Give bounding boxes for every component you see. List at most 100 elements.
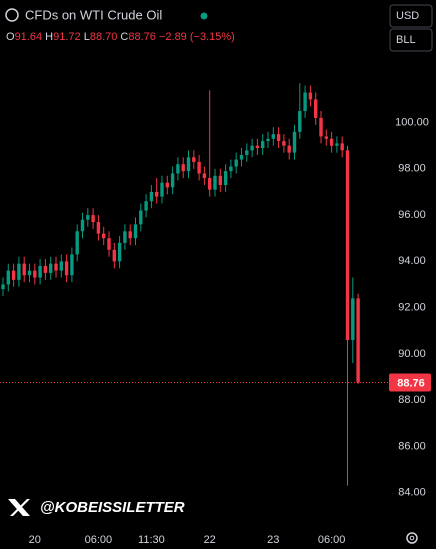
candle-body <box>112 249 116 262</box>
candle-body <box>287 145 291 153</box>
candle-body <box>49 263 53 273</box>
candle-body <box>261 141 265 149</box>
candle-body <box>239 154 244 160</box>
currency-label[interactable]: USD <box>396 10 419 22</box>
last-price-box <box>389 373 431 392</box>
candle-body <box>6 270 10 285</box>
candle-body <box>11 270 16 280</box>
candle-body <box>54 263 58 271</box>
y-tick-label: 88.00 <box>398 394 426 406</box>
gear-center[interactable] <box>409 535 415 541</box>
candle-body <box>96 222 101 234</box>
candle-body <box>160 182 164 197</box>
candle-body <box>133 224 138 239</box>
unit-button[interactable] <box>389 28 433 52</box>
candle-body <box>292 131 297 153</box>
candle-body <box>128 231 132 239</box>
x-tick-label: 20 <box>29 534 41 546</box>
candle-body <box>234 159 238 167</box>
candle-body <box>245 150 249 155</box>
candle-body <box>229 166 233 172</box>
candle-body <box>223 171 228 186</box>
candle-body <box>165 182 169 188</box>
y-tick-label: 96.00 <box>398 209 426 221</box>
x-tick-label: 11:30 <box>138 534 165 546</box>
y-tick-label: 84.00 <box>398 487 426 499</box>
candle-body <box>186 157 191 172</box>
candle-body <box>208 178 212 190</box>
last-price-label: 88.76 <box>397 377 425 389</box>
candle-body <box>170 173 175 188</box>
status-dot <box>200 12 208 20</box>
y-tick-label: 94.00 <box>398 255 426 267</box>
candle-body <box>351 298 355 340</box>
candle-body <box>59 261 63 271</box>
candle-body <box>197 161 201 174</box>
ohlc-value: 91.64 <box>15 31 43 43</box>
symbol-title: CFDs on WTI Crude Oil <box>25 7 162 22</box>
x-tick-label: 23 <box>267 534 279 546</box>
ohlc-key: C <box>120 31 128 43</box>
y-tick-label: 90.00 <box>398 348 426 360</box>
candle-body <box>117 242 122 262</box>
candle-body <box>43 265 48 273</box>
candle-body <box>192 157 196 162</box>
ohlc-key: L <box>84 31 90 43</box>
candle-body <box>17 263 21 280</box>
currency-button[interactable] <box>389 4 433 28</box>
candle-body <box>308 92 313 100</box>
x-tick-label: 06:00 <box>85 534 113 546</box>
watermark: @KOBEISSILETTER <box>8 499 185 516</box>
candle-body <box>324 136 328 139</box>
candle-body <box>255 145 260 149</box>
y-tick-label: 100.00 <box>395 116 429 128</box>
candle-body <box>282 141 286 146</box>
candle-body <box>319 117 323 137</box>
watermark-text: @KOBEISSILETTER <box>40 499 185 516</box>
ohlc-value: 88.70 <box>90 31 118 43</box>
candle-body <box>33 270 37 278</box>
candle-body <box>276 134 281 142</box>
candle-body <box>149 191 154 202</box>
y-tick-label: 98.00 <box>398 163 426 175</box>
y-tick-label: 92.00 <box>398 302 426 314</box>
change: −2.89 (−3.15%) <box>159 31 235 43</box>
candle-body <box>91 215 95 223</box>
ohlc-value: 88.76 <box>128 31 156 43</box>
candle-body <box>123 231 127 243</box>
candle-body <box>250 145 254 151</box>
candle-body <box>144 201 148 211</box>
candle-body <box>22 263 26 276</box>
candle-body <box>335 143 339 146</box>
candle-body <box>139 210 143 225</box>
symbol-icon <box>5 8 19 22</box>
candle-body <box>340 143 344 151</box>
unit-label[interactable]: BLL <box>396 34 416 46</box>
candle-body <box>329 138 334 146</box>
candle-body <box>70 254 74 276</box>
candle-body <box>266 138 270 142</box>
header: CFDs on WTI Crude Oil O91.64 H91.72 L88.… <box>5 7 235 43</box>
candle-body <box>202 173 207 179</box>
candle-body <box>27 270 32 276</box>
candle-body <box>298 111 302 132</box>
y-tick-label: 86.00 <box>398 440 426 452</box>
settings-icon[interactable] <box>406 532 418 544</box>
x-tick-label: 22 <box>204 534 216 546</box>
candle-body <box>75 231 79 255</box>
x-tick-label: 06:00 <box>318 534 346 546</box>
candle-body <box>176 164 180 174</box>
x-logo <box>8 499 30 516</box>
ohlc-legend: O91.64 H91.72 L88.70 C88.76 −2.89 (−3.15… <box>6 31 235 43</box>
candle-body <box>102 233 106 239</box>
candle-body <box>107 238 111 250</box>
candle-body <box>356 298 360 383</box>
candle-body <box>218 175 222 186</box>
candle-body <box>64 261 69 276</box>
candle-body <box>345 150 350 340</box>
ohlc-key: O <box>6 31 15 43</box>
gear[interactable] <box>406 532 418 544</box>
candle-body <box>86 215 90 220</box>
